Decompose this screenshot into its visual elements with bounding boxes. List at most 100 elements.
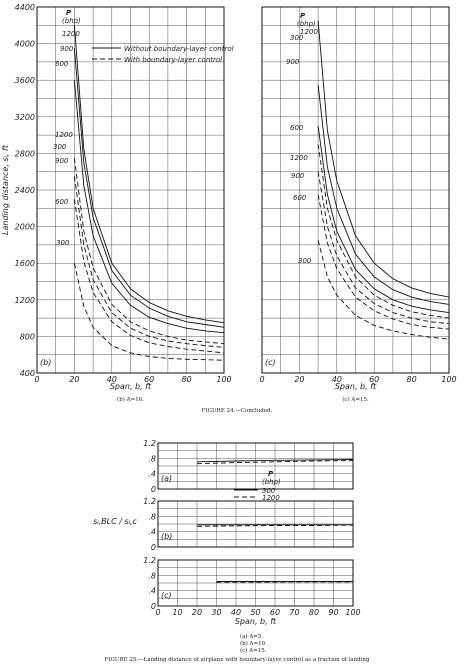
x-tick-label: 60 — [270, 608, 280, 617]
legend-title: P — [268, 470, 274, 478]
x-tick-label: 40 — [107, 375, 117, 384]
panel-label: (b) — [161, 532, 172, 541]
caption-b: (b) A=10. — [240, 640, 267, 647]
series-line-1200-dashed — [196, 460, 354, 465]
x-tick-label: 90 — [328, 608, 338, 617]
curve-label: 600 — [55, 198, 69, 206]
x-tick-label: 70 — [289, 608, 299, 617]
plot-frame — [157, 500, 354, 548]
x-tick-label: 0 — [259, 375, 264, 384]
legend-unit: (bhp) — [62, 17, 81, 25]
legend-unit: (bhp) — [262, 478, 281, 486]
panel-label: (c) — [265, 358, 276, 367]
y-tick-label: 800 — [20, 332, 35, 341]
series-line-1200-dashed — [73, 157, 225, 345]
panel-caption: (b) A=10. — [117, 396, 144, 403]
legend-entry-dashed: With boundary-layer control — [124, 56, 222, 64]
x-tick-label: 80 — [407, 375, 417, 384]
chart-panel-c: 0 10 20 30 40 50 60 70 80 90 100 0 .4 .8 1.2 (c) Span, b… — [143, 556, 360, 626]
y-tick-label: 1.2 — [143, 556, 156, 565]
x-tick-label: 20 — [192, 608, 202, 617]
chart-panel-c: 0 20 40 60 80 100 (c) Span, b, ft (c) A=15. P(bhp… — [259, 6, 457, 403]
series-line-1200-dashed — [196, 524, 354, 527]
plot-frame — [157, 442, 354, 490]
curve-label: 900 — [55, 157, 69, 165]
y-tick-label: 2400 — [15, 186, 35, 195]
legend-title: P — [300, 12, 306, 20]
x-tick-label: 0 — [34, 375, 39, 384]
series-line-600-solid — [73, 80, 225, 334]
series-line-600-dashed — [317, 194, 450, 330]
series-line-1200-dashed — [317, 144, 450, 319]
y-tick-label: 1600 — [15, 259, 35, 268]
series-line-1200-solid — [73, 25, 225, 324]
curve-label: 1200 — [55, 131, 73, 139]
y-tick-label: 2800 — [15, 149, 35, 158]
curve-label: 900 — [286, 58, 300, 66]
curve-label: 300 — [298, 257, 312, 265]
legend-title: P — [66, 9, 72, 17]
series-line-300-solid — [196, 459, 354, 463]
legend-unit: (bhp) — [297, 20, 316, 28]
y-tick-label: .8 — [148, 454, 156, 463]
y-tick-label: .8 — [148, 512, 156, 521]
x-tick-label: 80 — [182, 375, 192, 384]
x-tick-label: 30 — [211, 608, 221, 617]
y-tick-label: 0 — [151, 602, 156, 611]
y-tick-label: 3600 — [15, 76, 35, 85]
caption-a: (a) A=5. — [240, 633, 263, 640]
panel-label: (c) — [161, 591, 172, 600]
plot-frame — [36, 6, 225, 374]
series-line-900-solid — [73, 48, 225, 328]
x-tick-label: 40 — [231, 608, 241, 617]
series-line-1200-solid — [317, 20, 450, 298]
curve-label: 300 — [290, 34, 304, 42]
x-tick-label: 100 — [216, 375, 231, 384]
curve-label: 1200 — [300, 28, 318, 36]
plot-frame — [157, 559, 354, 607]
plot-frame — [261, 6, 450, 374]
series-line-900-dashed — [317, 171, 450, 325]
series-line-300-dashed — [317, 240, 450, 340]
y-tick-label: 400 — [20, 369, 35, 378]
curve-label: 1200 — [62, 30, 80, 38]
x-tick-label: 80 — [309, 608, 319, 617]
y-tick-label: .8 — [148, 571, 156, 580]
caption-c: (c) A=15. — [240, 647, 267, 654]
curve-label: 600 — [293, 194, 307, 202]
x-axis-label: Span, b, ft — [335, 382, 377, 391]
x-tick-label: 100 — [441, 375, 456, 384]
y-tick-label: 3200 — [15, 113, 35, 122]
x-tick-label: 50 — [250, 608, 260, 617]
y-tick-label: 4400 — [15, 3, 35, 12]
y-axis-label: Landing distance, sₗ, ft — [1, 144, 10, 235]
y-tick-label: 2000 — [15, 223, 35, 232]
curve-label: 300 — [53, 143, 67, 151]
legend-entry-dashed: 1200 — [262, 494, 280, 502]
y-tick-label: .4 — [148, 528, 156, 537]
x-tick-label: 20 — [69, 375, 79, 384]
panel-label: (b) — [40, 358, 51, 367]
series-line-600-dashed — [73, 199, 225, 354]
x-tick-label: 60 — [144, 375, 154, 384]
figure-caption-25: FIGURE 25.—Landing distance of airplane … — [105, 657, 370, 663]
x-axis-label: Span, b, ft — [110, 382, 152, 391]
x-tick-label: 60 — [369, 375, 379, 384]
series-line-300-dashed — [73, 176, 225, 348]
chart-panel-b: 0 20 40 60 80 100 400 800 1200 1600 2000 2400 2800 32… — [1, 3, 234, 403]
y-tick-label: 0 — [151, 543, 156, 552]
curve-label: 900 — [291, 172, 305, 180]
legend-entry-solid: 300 — [262, 487, 276, 495]
curve-label: 600 — [290, 124, 304, 132]
legend-entry-solid: Without boundary-layer control — [124, 45, 234, 53]
y-tick-label: .4 — [148, 470, 156, 479]
y-tick-label: .4 — [148, 587, 156, 596]
curve-label: 300 — [56, 239, 70, 247]
y-tick-label: 1200 — [15, 296, 35, 305]
panel-label: (a) — [161, 474, 172, 483]
y-tick-label: 1.2 — [143, 497, 156, 506]
series-line-900-solid — [317, 84, 450, 305]
curve-label: 900 — [60, 45, 74, 53]
